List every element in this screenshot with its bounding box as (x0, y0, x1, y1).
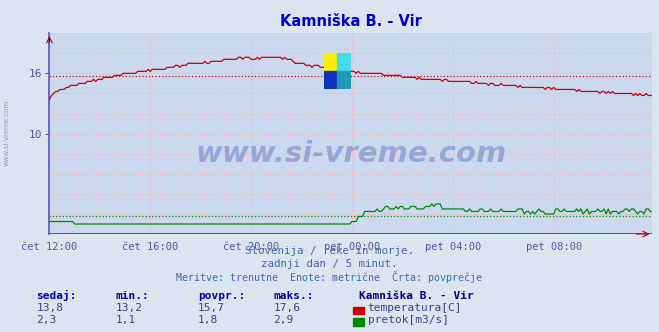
Text: zadnji dan / 5 minut.: zadnji dan / 5 minut. (261, 259, 398, 269)
Title: Kamniška B. - Vir: Kamniška B. - Vir (280, 14, 422, 29)
Text: 1,8: 1,8 (198, 315, 218, 325)
Text: 17,6: 17,6 (273, 303, 301, 313)
Text: www.si-vreme.com: www.si-vreme.com (195, 140, 507, 168)
Text: Slovenija / reke in morje.: Slovenija / reke in morje. (245, 246, 414, 256)
Text: www.si-vreme.com: www.si-vreme.com (3, 100, 10, 166)
Text: Kamniška B. - Vir: Kamniška B. - Vir (359, 291, 474, 301)
Text: 15,7: 15,7 (198, 303, 225, 313)
Text: povpr.:: povpr.: (198, 291, 245, 301)
Bar (324, 53, 337, 71)
Text: 13,8: 13,8 (36, 303, 63, 313)
Bar (337, 71, 351, 89)
Bar (337, 53, 351, 71)
Text: 13,2: 13,2 (115, 303, 142, 313)
Text: sedaj:: sedaj: (36, 290, 76, 301)
Text: 2,3: 2,3 (36, 315, 57, 325)
Text: min.:: min.: (115, 291, 149, 301)
Bar (324, 71, 337, 89)
Text: 1,1: 1,1 (115, 315, 136, 325)
Text: 2,9: 2,9 (273, 315, 294, 325)
Text: maks.:: maks.: (273, 291, 314, 301)
Text: temperatura[C]: temperatura[C] (368, 303, 462, 313)
Text: pretok[m3/s]: pretok[m3/s] (368, 315, 449, 325)
Text: Meritve: trenutne  Enote: metrične  Črta: povprečje: Meritve: trenutne Enote: metrične Črta: … (177, 271, 482, 283)
